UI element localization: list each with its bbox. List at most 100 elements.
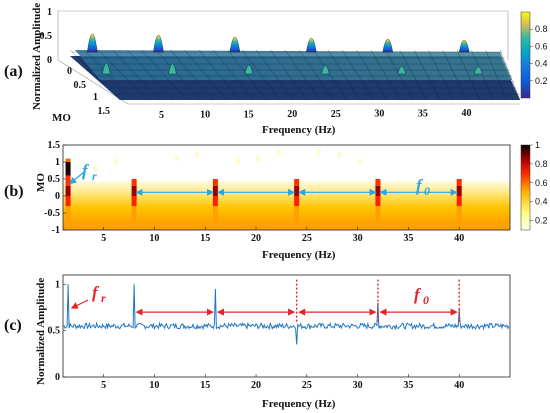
surface-peak [153, 34, 164, 53]
panel-a-colorbar-tick: 0.4 [535, 59, 548, 69]
heatmap-peak-cell [456, 206, 462, 230]
surface-peak [244, 64, 254, 75]
heatmap-faint-cell [357, 158, 362, 165]
panel-a-freq-tick: 40 [461, 108, 471, 119]
heatmap-peak-cell [65, 185, 71, 196]
heatmap-peak-cell [456, 196, 462, 207]
surface-peak [397, 66, 407, 75]
panel-c-x-tick: 15 [200, 380, 210, 391]
panel-a-colorbar [520, 11, 531, 99]
panel-c: (c) Normalized Amplitude Frequency (Hz) … [4, 274, 511, 410]
surface-peak [168, 63, 177, 75]
panel-b-colorbar-tick: 0.2 [535, 216, 548, 226]
panel-b-x-tick: 35 [403, 233, 413, 244]
panel-b-axes-box [62, 144, 511, 231]
heatmap-peak-cell [131, 185, 137, 196]
surface-peak [102, 63, 111, 75]
heatmap-faint-cell [195, 151, 200, 158]
heatmap-peak-cell [456, 185, 462, 196]
panel-a-mo-tick: 0 [67, 66, 72, 77]
panel-c-y-tick: 0 [55, 372, 60, 383]
surface-peak [382, 38, 394, 53]
surface-peak [87, 33, 98, 53]
panel-b-x-tick: 20 [251, 233, 261, 244]
heatmap-peak-cell [375, 206, 381, 230]
panel-a-z-tick: 1 [47, 7, 52, 18]
heatmap-peak-cell [65, 175, 71, 186]
surface-peaks [87, 33, 483, 75]
panel-b-heatmap [63, 145, 510, 230]
panel-c-axes-box [62, 274, 511, 378]
panel-c-label: (c) [4, 317, 22, 334]
panel-c-x-tick: 25 [302, 380, 312, 391]
panel-b-x-tick: 40 [454, 233, 464, 244]
heatmap-faint-cell [316, 148, 321, 155]
panel-c-xlabel: Frequency (Hz) [262, 398, 336, 410]
panel-b-x-tick: 15 [200, 233, 210, 244]
panel-a-ylabel: Normalized Amplitude [31, 3, 43, 110]
panel-c-y-tick: 1 [55, 279, 60, 290]
svg-text:f: f [416, 176, 424, 195]
panel-b-y-tick: 0.5 [48, 174, 61, 185]
svg-text:f: f [414, 285, 422, 304]
panel-b-colorbar-tick: 0.4 [535, 197, 548, 207]
panel-a-freq-tick: 20 [287, 109, 297, 120]
panel-a-mo-tick: 1.5 [98, 106, 111, 117]
panel-b-colorbar-tick: 1 [535, 140, 540, 150]
heatmap-faint-cell [174, 155, 179, 162]
heatmap-peak-cell [131, 179, 137, 186]
panel-a-mo-tick: 1 [93, 92, 98, 103]
panel-b-xlabel: Frequency (Hz) [262, 249, 336, 261]
heatmap-peak-cell [212, 179, 218, 186]
heatmap-peak-cell [375, 179, 381, 186]
heatmap-peak-cell [65, 206, 71, 230]
heatmap-peak-cell [212, 185, 218, 196]
panel-a-mo-tick: 0.5 [74, 80, 87, 91]
heatmap-peak-cell [65, 162, 71, 176]
panel-a-z-tick: 0.5 [40, 31, 53, 42]
heatmap-faint-cell [93, 165, 98, 172]
panel-b-y-tick: -1 [52, 225, 60, 236]
panel-b-ylabel: MO [35, 173, 47, 192]
surface-peak [473, 66, 483, 75]
heatmap-peak-cell [294, 185, 300, 196]
panel-a-freq-tick: 10 [200, 110, 210, 121]
heatmap-peak-cell [294, 179, 300, 186]
svg-text:0: 0 [424, 184, 430, 198]
heatmap-peak-cell [131, 206, 137, 230]
panel-b-colorbar-tick: 0.6 [535, 178, 548, 188]
panel-a-colorbar-tick: 0.8 [535, 24, 548, 34]
panel-c-x-tick: 5 [101, 380, 106, 391]
panel-b-y-tick: 0 [55, 191, 60, 202]
heatmap-peak-cell [375, 185, 381, 196]
heatmap-peak-cell [65, 196, 71, 207]
svg-text:r: r [92, 169, 97, 183]
panel-b-f0-annotation: f 0 [416, 176, 430, 198]
panel-b-label: (b) [4, 183, 24, 200]
panel-a-freq-tick: 25 [331, 109, 341, 120]
panel-c-x-tick: 40 [454, 380, 464, 391]
heatmap-peak-cell [375, 196, 381, 207]
heatmap-faint-cell [276, 150, 281, 157]
panel-a-freq-tick: 15 [244, 109, 254, 120]
panel-c-x-tick: 35 [403, 380, 413, 391]
svg-text:0: 0 [423, 293, 429, 307]
heatmap-faint-cell [235, 158, 240, 165]
surface-peak [306, 37, 317, 53]
panel-b-x-tick: 5 [101, 233, 106, 244]
panel-a-freq-tick: 5 [159, 110, 164, 121]
panel-c-y-tick: 0.5 [48, 326, 61, 337]
panel-b-x-tick: 10 [149, 233, 159, 244]
panel-b-colorbar [520, 144, 531, 231]
panel-a: (a) Normalized Amplitude Frequency (Hz) … [4, 3, 548, 136]
heatmap-peak-cell [65, 158, 71, 162]
panel-b-x-tick: 30 [353, 233, 363, 244]
svg-text:f: f [92, 283, 100, 302]
panel-c-f0-annotation: f 0 [414, 285, 429, 307]
heatmap-peak-cell [212, 206, 218, 230]
surface-peak [458, 39, 470, 53]
panel-c-x-tick: 10 [149, 380, 159, 391]
surface-mesh [69, 49, 521, 101]
panel-a-freq-tick: 35 [418, 108, 428, 119]
heatmap-faint-cell [256, 155, 261, 162]
